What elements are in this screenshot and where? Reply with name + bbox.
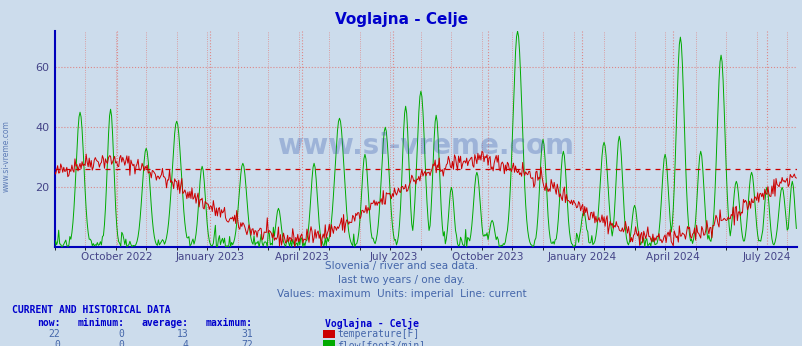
Text: 4: 4 [183,340,188,346]
Text: 13: 13 [176,329,188,339]
Text: 0: 0 [119,340,124,346]
Text: flow[foot3/min]: flow[foot3/min] [337,340,425,346]
Text: Voglajna - Celje: Voglajna - Celje [334,12,468,27]
Text: average:: average: [141,318,188,328]
Text: maximum:: maximum: [205,318,253,328]
Text: Voglajna - Celje: Voglajna - Celje [325,318,419,329]
Text: 0: 0 [55,340,60,346]
Text: 31: 31 [241,329,253,339]
Text: Values: maximum  Units: imperial  Line: current: Values: maximum Units: imperial Line: cu… [277,289,525,299]
Text: 0: 0 [119,329,124,339]
Text: 72: 72 [241,340,253,346]
Text: 22: 22 [48,329,60,339]
Text: www.si-vreme.com: www.si-vreme.com [2,120,11,192]
Text: now:: now: [37,318,60,328]
Text: minimum:: minimum: [77,318,124,328]
Text: Slovenia / river and sea data.: Slovenia / river and sea data. [325,261,477,271]
Text: CURRENT AND HISTORICAL DATA: CURRENT AND HISTORICAL DATA [12,305,171,315]
Text: www.si-vreme.com: www.si-vreme.com [277,132,573,160]
Text: last two years / one day.: last two years / one day. [338,275,464,285]
Text: temperature[F]: temperature[F] [337,329,419,339]
